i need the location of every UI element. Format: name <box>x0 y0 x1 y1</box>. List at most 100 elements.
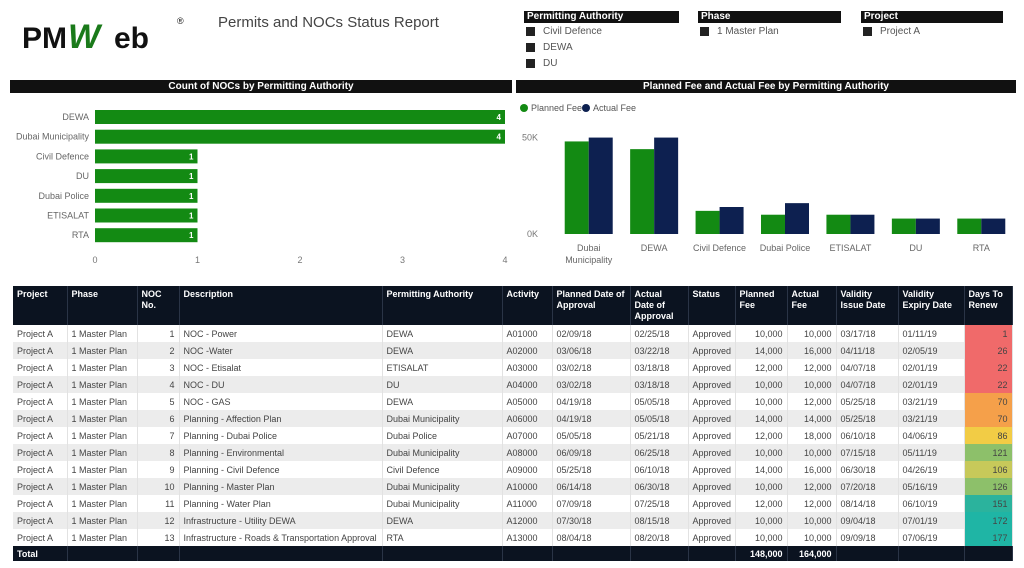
x-tick-label: 0 <box>92 255 97 265</box>
table-cell: 02/01/19 <box>898 376 965 393</box>
bar[interactable] <box>915 218 940 234</box>
bar[interactable] <box>95 228 198 243</box>
bar[interactable] <box>564 141 589 234</box>
category-label: RTA <box>72 230 89 240</box>
column-header[interactable]: Actual Date of Approval <box>630 286 689 325</box>
bar[interactable] <box>95 149 198 164</box>
table-cell: A03000 <box>502 359 553 376</box>
table-cell: A10000 <box>502 478 553 495</box>
bar[interactable] <box>654 137 679 234</box>
checkbox[interactable] <box>526 59 535 68</box>
column-header[interactable]: Validity Expiry Date <box>898 286 965 325</box>
filter-option-civil-defence[interactable]: Civil Defence <box>524 24 679 39</box>
table-cell: Planning - Affection Plan <box>179 410 383 427</box>
table-cell: 14,000 <box>787 410 837 427</box>
total-cell <box>502 546 553 561</box>
bar[interactable] <box>95 129 505 144</box>
column-header[interactable]: Project <box>13 286 68 325</box>
column-header[interactable]: Validity Issue Date <box>836 286 899 325</box>
bar[interactable] <box>850 214 875 234</box>
legend-label: Planned Fee <box>531 103 582 113</box>
column-header[interactable]: Days To Renew <box>964 286 1013 325</box>
bar[interactable] <box>761 214 785 234</box>
table-cell: 177 <box>964 529 1013 546</box>
table-cell: 07/30/18 <box>552 512 631 529</box>
column-header[interactable]: Permitting Authority <box>382 286 503 325</box>
bar[interactable] <box>630 149 655 234</box>
bar-value-label: 1 <box>189 172 194 181</box>
bar[interactable] <box>719 207 744 234</box>
bar[interactable] <box>95 110 505 124</box>
checkbox[interactable] <box>700 27 709 36</box>
category-label: RTA <box>973 243 990 253</box>
column-header[interactable]: Planned Date of Approval <box>552 286 631 325</box>
bar[interactable] <box>826 214 851 234</box>
bar[interactable] <box>95 169 198 184</box>
filter-option-master-plan[interactable]: 1 Master Plan <box>698 24 841 39</box>
column-header[interactable]: Phase <box>67 286 138 325</box>
table-cell: 12,000 <box>787 393 837 410</box>
checkbox[interactable] <box>526 27 535 36</box>
column-header[interactable]: Planned Fee <box>735 286 788 325</box>
bar[interactable] <box>588 137 613 234</box>
checkbox[interactable] <box>863 27 872 36</box>
bar[interactable] <box>785 203 809 234</box>
table-cell: A12000 <box>502 512 553 529</box>
table-cell: 10,000 <box>787 512 837 529</box>
table-cell: 04/19/18 <box>552 410 631 427</box>
filter-option-du[interactable]: DU <box>524 56 679 71</box>
filter-phase[interactable]: Phase 1 Master Plan <box>698 11 841 39</box>
table-cell: Approved <box>688 376 736 393</box>
table-cell: 12,000 <box>735 359 788 376</box>
table-cell: 03/18/18 <box>630 376 689 393</box>
table-cell: 06/30/18 <box>836 461 899 478</box>
bar[interactable] <box>981 218 1006 234</box>
table-cell: 12,000 <box>787 359 837 376</box>
table-cell: 03/17/18 <box>836 325 899 342</box>
table-cell: 2 <box>137 342 180 359</box>
bar[interactable] <box>957 218 982 234</box>
column-header[interactable]: NOC No. <box>137 286 180 325</box>
table-cell: Dubai Municipality <box>382 410 503 427</box>
column-header[interactable]: Status <box>688 286 736 325</box>
total-cell <box>898 546 965 561</box>
total-cell: 164,000 <box>787 546 837 561</box>
bar[interactable] <box>695 210 720 234</box>
filter-permitting-authority[interactable]: Permitting Authority Civil Defence DEWA … <box>524 11 679 71</box>
table-cell: 05/11/19 <box>898 444 965 461</box>
column-header[interactable]: Activity <box>502 286 553 325</box>
total-cell: Total <box>13 546 68 561</box>
table-cell: Project A <box>13 427 68 444</box>
filter-option-project-a[interactable]: Project A <box>861 24 1003 39</box>
checkbox[interactable] <box>526 43 535 52</box>
filter-project[interactable]: Project Project A <box>861 11 1003 39</box>
table-cell: 1 <box>137 325 180 342</box>
filter-option-dewa[interactable]: DEWA <box>524 40 679 55</box>
bar[interactable] <box>95 208 198 223</box>
table-cell: 10,000 <box>735 393 788 410</box>
table-cell: 10,000 <box>787 529 837 546</box>
bar[interactable] <box>891 218 916 234</box>
table-cell: Planning - Water Plan <box>179 495 383 512</box>
table-cell: 05/05/18 <box>630 393 689 410</box>
table-cell: 1 Master Plan <box>67 461 138 478</box>
column-header[interactable]: Description <box>179 286 383 325</box>
column-header[interactable]: Actual Fee <box>787 286 837 325</box>
bar[interactable] <box>95 188 198 203</box>
table-cell: 12,000 <box>787 478 837 495</box>
logo-registered-mark: ® <box>177 16 184 26</box>
table-cell: 1 Master Plan <box>67 410 138 427</box>
